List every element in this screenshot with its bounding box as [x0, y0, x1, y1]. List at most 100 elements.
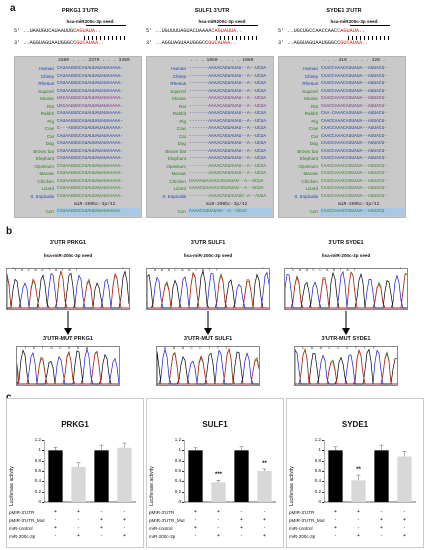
- y-tick-mark: [322, 471, 324, 472]
- species-label: Macaw: [303, 171, 318, 176]
- y-tick-label: 0.4: [34, 478, 41, 484]
- bar: [48, 450, 63, 502]
- consensus-band: [320, 208, 404, 216]
- wt-base-calls: T G C A G T A T A T: [14, 269, 79, 273]
- condition-sign: +: [217, 533, 220, 539]
- species-label: Pig: [179, 118, 186, 124]
- condition-label: pMIR-3'UTR_Mut: [9, 518, 45, 523]
- condition-sign: -: [334, 533, 337, 539]
- seq-5prime: 5' ..UGCUGCCAACCAACCAGUAUA..: [278, 28, 365, 35]
- condition-sign: -: [357, 517, 360, 523]
- condition-sign: -: [380, 509, 383, 515]
- y-tick-mark: [182, 450, 184, 451]
- condition-sign: -: [403, 509, 406, 515]
- condition-sign: +: [77, 533, 80, 539]
- seq-3prime-prefix: 3' ..AGGUAGUAAUGGGCC: [14, 40, 77, 46]
- bar: [211, 482, 226, 502]
- condition-label: pMIR-3'UTR: [9, 510, 35, 515]
- y-tick-mark: [42, 440, 44, 441]
- consensus-label: Con: [45, 209, 54, 214]
- species-label: Rhesus: [170, 81, 186, 86]
- y-tick-label: 0.6: [34, 468, 41, 473]
- y-tick-label: 0.8: [34, 457, 41, 463]
- species-label: X. tropicalis: [294, 193, 318, 199]
- y-tick-mark: [322, 440, 324, 441]
- mirna-label: miR-200bc-3p/42: [74, 202, 116, 207]
- species-label: Squirrel: [38, 88, 54, 94]
- y-tick-label: 0.2: [174, 488, 181, 494]
- alignment-row: C---AUUGCAUAUUAUAUAAAAA-: [57, 126, 124, 131]
- mut-base-calls: T G T G C G G A: [24, 347, 91, 351]
- condition-sign: -: [194, 533, 197, 539]
- species-label: Dog: [177, 141, 186, 146]
- condition-sign: -: [240, 509, 243, 515]
- condition-sign: -: [123, 525, 126, 531]
- species-label: Cow: [44, 126, 54, 131]
- species-label: Mouse: [304, 96, 318, 101]
- alignment-row: CAUAAUUGCAUAUUAUAUAAAAA-: [57, 163, 124, 169]
- bar: [71, 466, 86, 502]
- utr-title: PRKG1 3'UTR: [61, 8, 99, 14]
- seed-label: hsa-miR200c-3p seed: [330, 19, 378, 24]
- alignment-row: -------AAAACAGUAUAU--A--UCUA: [189, 163, 267, 169]
- species-label: Human: [303, 66, 318, 71]
- y-tick-label: 1.2: [314, 437, 321, 442]
- y-tick-label: 1: [38, 447, 41, 453]
- wt-utr-title: 3'UTR SULF1: [190, 240, 226, 246]
- species-label: Elephant: [299, 156, 318, 161]
- y-tick-label: 0: [38, 499, 41, 504]
- seq-3prime-seed: GUCAUAA..: [208, 40, 237, 46]
- y-tick-label: 1.2: [174, 437, 181, 442]
- y-tick-mark: [42, 491, 44, 493]
- alignment-box: [278, 56, 406, 218]
- mut-base-calls: A A A C C T T T: [164, 347, 231, 351]
- alignment-row: -------AAAACAGUAUAU--A--UCUA: [189, 171, 267, 176]
- mirna-label: miR-200bc-3p/42: [206, 202, 248, 207]
- alignment-row: CAUAAUUGCAUAUUAUAUAAAAA-: [57, 118, 124, 124]
- species-label: Lizard: [41, 186, 54, 191]
- species-label: Rabbit: [40, 111, 54, 116]
- plot-area: [183, 440, 280, 511]
- mut-utr-title: 3'UTR-MUT SULF1: [183, 336, 233, 342]
- species-label: Pig: [47, 118, 54, 124]
- alignment-row: -------AAAACAGUAUAU--A--UCUA: [189, 133, 267, 139]
- seed-label: hsa-miR-200c-3p seed: [183, 253, 233, 258]
- condition-sign: +: [123, 533, 126, 539]
- alignment-row: -------AAAACAGUAUAU--A--UCUA: [189, 66, 267, 71]
- condition-label: miR-control: [289, 526, 313, 531]
- alignment-row: -------AAAACAGUAUAUC-A--AUUA: [189, 193, 267, 199]
- condition-label: miR-200c-3p: [9, 534, 36, 539]
- seq-3prime-seed: GUCAUAA..: [340, 40, 369, 46]
- alignment-row: CAACCAAACAGUAUA--AUUACU-: [321, 81, 388, 86]
- condition-sign: +: [403, 517, 406, 523]
- seq-3prime-prefix: 3' ..AGGUAGUAAUGGGCC: [278, 40, 341, 46]
- consensus-seq: AAAACAGUAUAU--A--UCUA: [189, 209, 247, 214]
- species-label: Elephant: [35, 156, 54, 161]
- alignment-row: AAAACUAAAACAGUAUAU--A--UCUA: [189, 186, 264, 191]
- wt-base-calls: A A A C A G T A T T: [154, 269, 219, 273]
- seq-5prime-seed: CAGUAUA..: [337, 28, 366, 34]
- species-label: Dog: [45, 141, 54, 146]
- condition-sign: +: [334, 509, 337, 515]
- seed-label: hsa-miR-200c-3p seed: [321, 253, 371, 258]
- bar: [397, 456, 412, 502]
- condition-sign: +: [77, 509, 80, 515]
- condition-sign: -: [100, 533, 103, 539]
- condition-sign: +: [240, 517, 243, 523]
- alignment-row: CAUAAUUGCAUAUUAUAUAAAAA-: [57, 111, 124, 116]
- seed-bracket: [218, 25, 258, 26]
- seq-3prime-seed: GUCAUAA..: [76, 40, 105, 46]
- y-tick-label: 1: [318, 447, 321, 453]
- alignment-row: CAUAAUUGCAUAUUAUAUAAAAA-: [57, 178, 124, 184]
- alignment-ruler: 3360 . . . 3370 . . . 3380: [58, 58, 130, 63]
- seq-5prime-prefix: 5' ..UGUUUUAGUACUAAAA: [146, 28, 212, 34]
- alignment-row: CAACCAAACAGUAUA--AUUACU-: [321, 163, 388, 169]
- alignment-row: CAACCAAACAGUAUA--AUUACU-: [321, 178, 388, 184]
- alignment-row: UACAAUUGCAUAUUAUAUAAAAA-: [57, 103, 124, 109]
- significance-label: **: [356, 467, 361, 474]
- alignment-row: -------AAAACAGUAUAU--A--UCUA: [189, 141, 267, 146]
- mut-utr-title: 3'UTR-MUT PRKG1: [43, 336, 93, 342]
- alignment-row: CAUAAUUGCAUAUUAUAUAAAAA-: [57, 171, 124, 176]
- y-tick-label: 0.2: [34, 488, 41, 494]
- seed-label: hsa-miR-200c-3p seed: [43, 253, 93, 258]
